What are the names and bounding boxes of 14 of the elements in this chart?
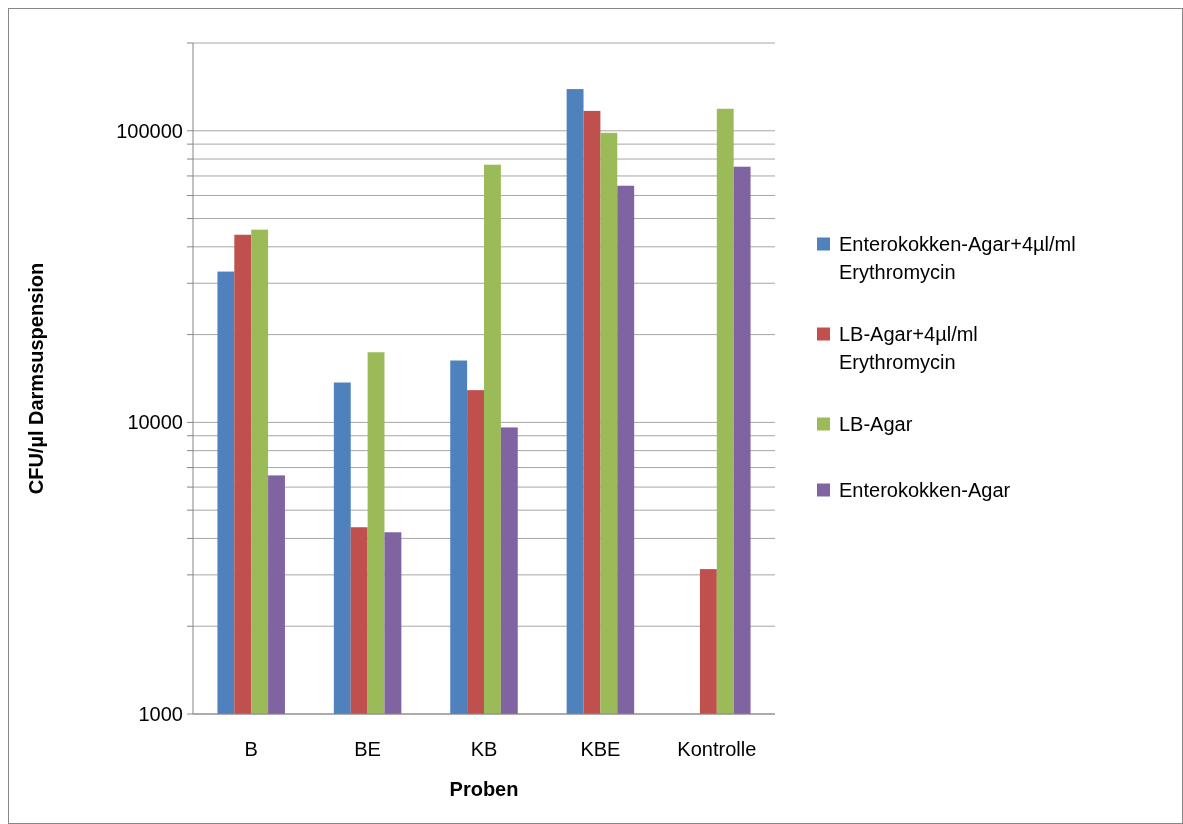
x-axis-title: Proben xyxy=(449,778,519,800)
x-tick-label: Kontrolle xyxy=(677,738,757,760)
x-tick-label: BE xyxy=(354,738,381,760)
y-axis-title: CFU/µl Darmsuspension xyxy=(25,262,47,495)
y-tick-label: 1000 xyxy=(138,703,183,725)
legend-label: LB-Agar+4µl/ml Erythromycin xyxy=(839,322,978,373)
y-tick-label: 10000 xyxy=(127,411,183,434)
x-tick-label: KB xyxy=(470,738,498,760)
legend-label: LB-Agar xyxy=(839,412,913,435)
legend-label: Enterokokken-Agar xyxy=(839,478,1011,501)
y-tick-label: 100000 xyxy=(116,119,183,142)
legend-label: Enterokokken-Agar+4µl/ml Erythromycin xyxy=(839,232,1076,283)
x-tick-label: KBE xyxy=(580,738,621,760)
x-tick-label: B xyxy=(244,738,258,760)
